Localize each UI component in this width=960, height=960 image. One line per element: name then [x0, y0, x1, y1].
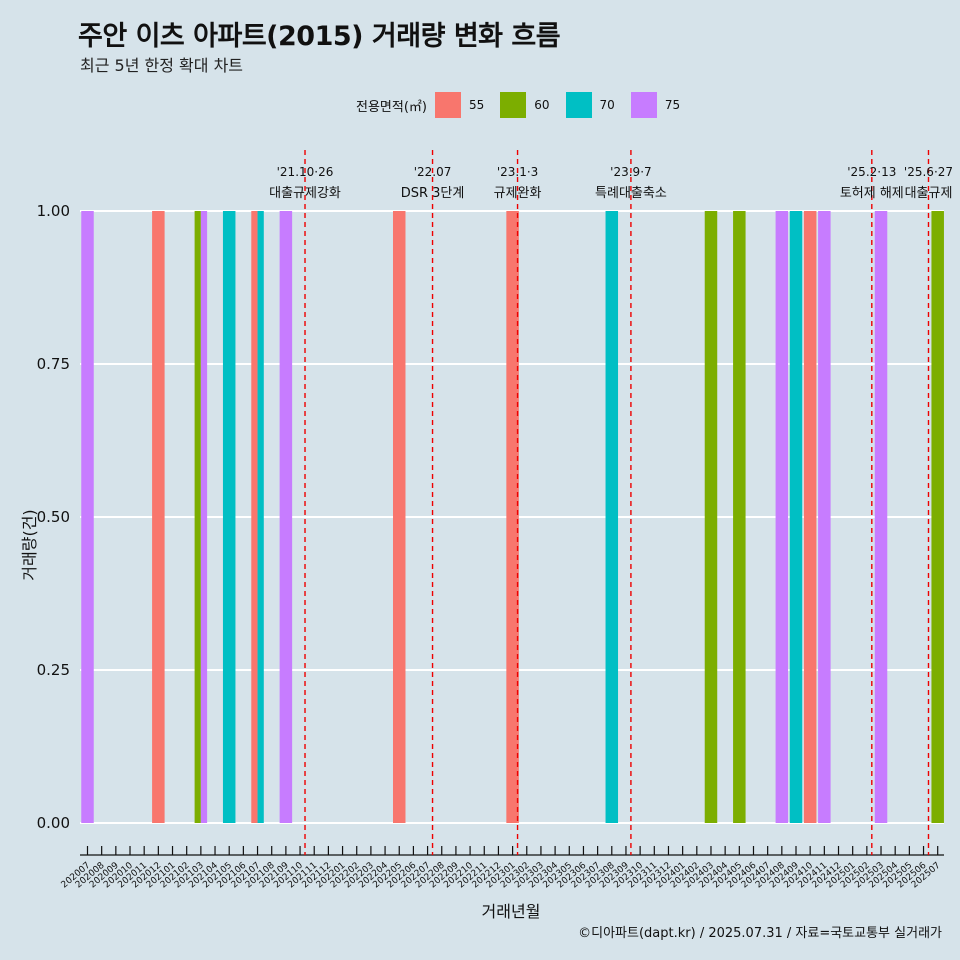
- bar-202503-75: [874, 211, 888, 823]
- y-tick-label: 0.50: [37, 508, 70, 526]
- bar-202308-70: [605, 211, 619, 823]
- legend-title: 전용면적(㎡): [356, 99, 427, 115]
- bar-202107-70: [257, 211, 264, 823]
- bar-202105-70: [222, 211, 236, 823]
- legend-key-60: [500, 92, 527, 118]
- bar-202007-75: [81, 211, 94, 823]
- legend-key-70: [565, 92, 592, 118]
- bar-202411-75: [818, 211, 831, 823]
- bar-202109-75: [279, 211, 293, 823]
- event-name-label: DSR 3단계: [401, 186, 465, 201]
- bar-202107-55: [251, 211, 258, 823]
- bar-202408-75: [775, 211, 789, 823]
- bar-202103-75: [200, 211, 208, 823]
- event-date-label: '21.10·26: [277, 165, 334, 179]
- bar-202507-60: [931, 211, 944, 823]
- y-axis-label: 거래량(건): [20, 509, 39, 581]
- legend: 전용면적(㎡) 55 60 70 75: [356, 92, 696, 118]
- bar-202410-55: [803, 211, 817, 823]
- event-date-label: '22.07: [414, 165, 452, 179]
- event-date-label: '23.1·3: [497, 165, 538, 179]
- y-tick-label: 0.75: [37, 355, 70, 373]
- bar-202012-55: [152, 211, 165, 823]
- event-name-label: 규제완화: [494, 186, 542, 201]
- event-name-label: 대출규제: [905, 186, 953, 201]
- chart-subtitle: 최근 5년 한정 확대 차트: [80, 56, 244, 75]
- event-date-label: '25.2·13: [847, 165, 896, 179]
- event-name-label: 특례대출축소: [595, 186, 667, 201]
- event-name-label: 대출규제강화: [269, 186, 341, 201]
- source-caption: ©디아파트(dapt.kr) / 2025.07.31 / 자료=국토교통부 실…: [578, 926, 942, 941]
- legend-label-55: 55: [468, 98, 485, 112]
- legend-key-75: [630, 92, 657, 118]
- bar-202409-70: [789, 211, 803, 823]
- event-date-label: '25.6·27: [904, 165, 953, 179]
- legend-label-75: 75: [664, 98, 681, 112]
- bar-202205-55: [392, 211, 406, 823]
- bar-202405-60: [733, 211, 746, 823]
- event-name-label: 토허제 해제: [840, 186, 904, 201]
- bar-202103-60: [194, 211, 201, 823]
- y-tick-label: 1.00: [37, 202, 70, 220]
- bar-202403-60: [704, 211, 718, 823]
- y-tick-label: 0.25: [37, 661, 70, 679]
- bar-202301-55: [506, 211, 519, 823]
- y-tick-label: 0.00: [37, 814, 70, 832]
- event-date-label: '23.9·7: [610, 165, 651, 179]
- legend-label-60: 60: [534, 98, 550, 112]
- chart-title: 주안 이츠 아파트(2015) 거래량 변화 흐름: [78, 21, 561, 52]
- x-axis-label: 거래년월: [481, 902, 541, 921]
- legend-key-55: [434, 92, 461, 118]
- legend-label-70: 70: [599, 98, 615, 112]
